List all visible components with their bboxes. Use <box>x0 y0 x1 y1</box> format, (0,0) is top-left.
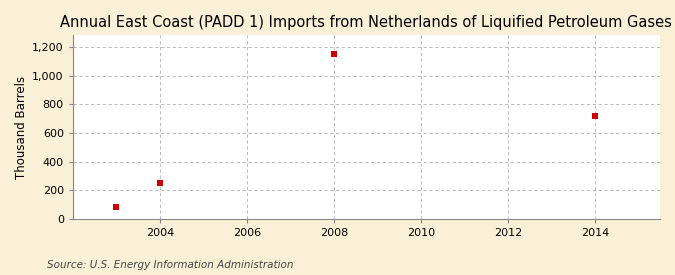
Point <box>329 52 340 56</box>
Y-axis label: Thousand Barrels: Thousand Barrels <box>15 76 28 179</box>
Text: Source: U.S. Energy Information Administration: Source: U.S. Energy Information Administ… <box>47 260 294 270</box>
Point <box>589 114 600 118</box>
Point <box>155 181 165 186</box>
Title: Annual East Coast (PADD 1) Imports from Netherlands of Liquified Petroleum Gases: Annual East Coast (PADD 1) Imports from … <box>61 15 672 30</box>
Point <box>111 205 122 209</box>
